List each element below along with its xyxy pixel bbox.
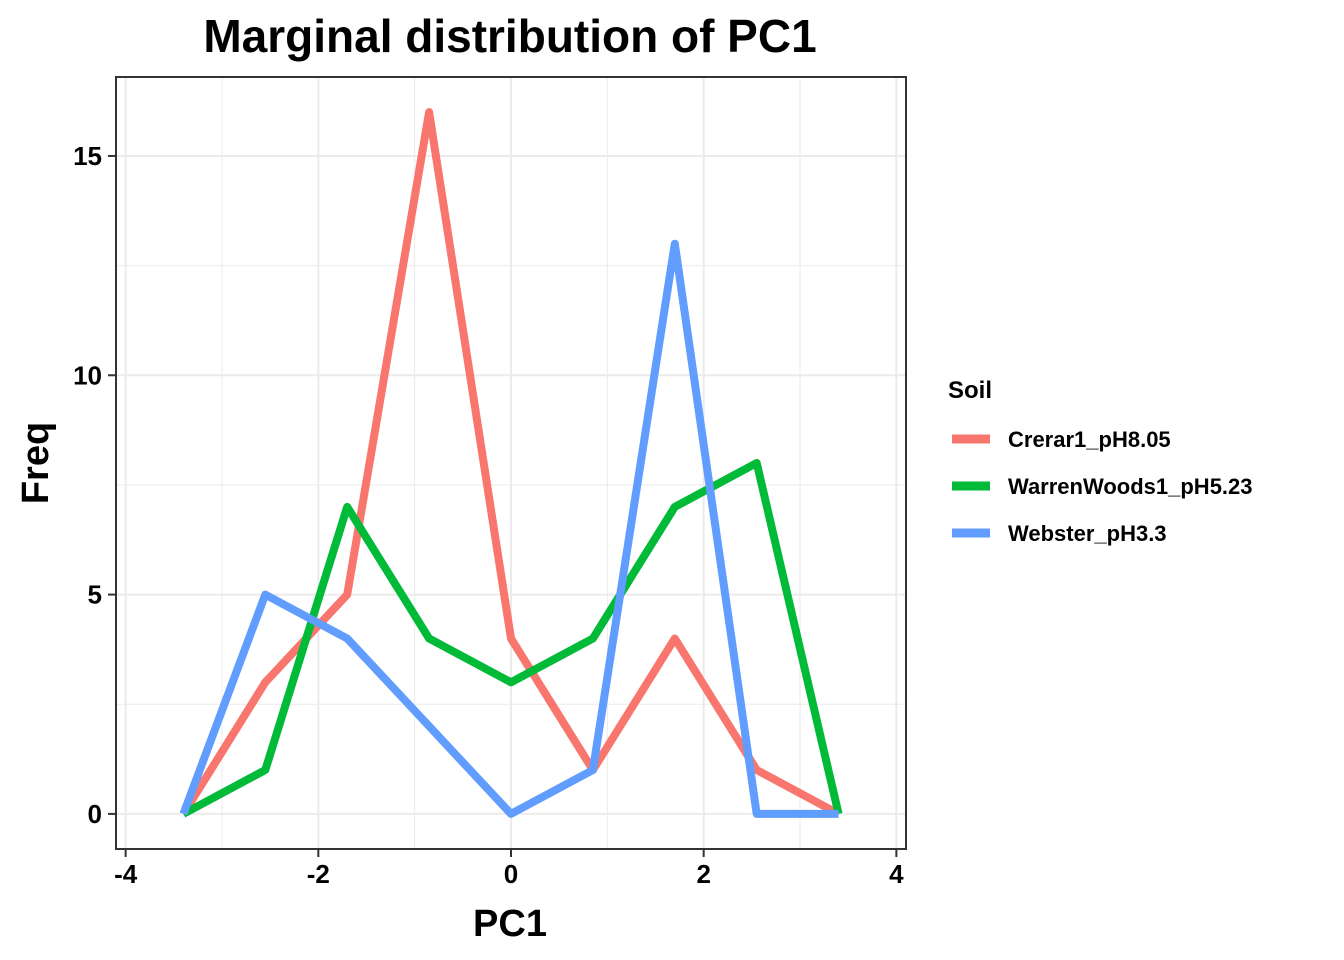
x-axis-title: PC1 xyxy=(473,903,547,945)
y-tick-label: 5 xyxy=(88,580,102,610)
x-axis: -4 -2 0 2 4 xyxy=(114,849,904,889)
x-tick-label: -2 xyxy=(307,859,330,889)
x-tick-label: -4 xyxy=(114,859,138,889)
series-line-Crerar1_pH8.05 xyxy=(180,108,841,818)
x-tick-label: 0 xyxy=(504,859,518,889)
x-tick-label: 2 xyxy=(696,859,710,889)
x-tick-label: 4 xyxy=(889,859,904,889)
y-tick-label: 15 xyxy=(73,141,102,171)
y-axis-title: Freq xyxy=(15,422,57,504)
legend-label: Webster_pH3.3 xyxy=(1008,521,1167,546)
chart-title: Marginal distribution of PC1 xyxy=(203,10,816,62)
legend-label: Crerar1_pH8.05 xyxy=(1008,427,1171,452)
y-axis: 0 5 10 15 xyxy=(73,141,116,829)
legend-label: WarrenWoods1_pH5.23 xyxy=(1008,474,1253,499)
series-line-WarrenWoods1_pH5.23 xyxy=(181,459,843,818)
y-tick-label: 0 xyxy=(88,799,102,829)
legend: Soil Crerar1_pH8.05 WarrenWoods1_pH5.23 We… xyxy=(948,377,1253,546)
series-line-Webster_pH3.3 xyxy=(179,239,839,818)
y-tick-label: 10 xyxy=(73,360,102,390)
series-lines xyxy=(179,108,843,818)
legend-title: Soil xyxy=(948,377,992,404)
